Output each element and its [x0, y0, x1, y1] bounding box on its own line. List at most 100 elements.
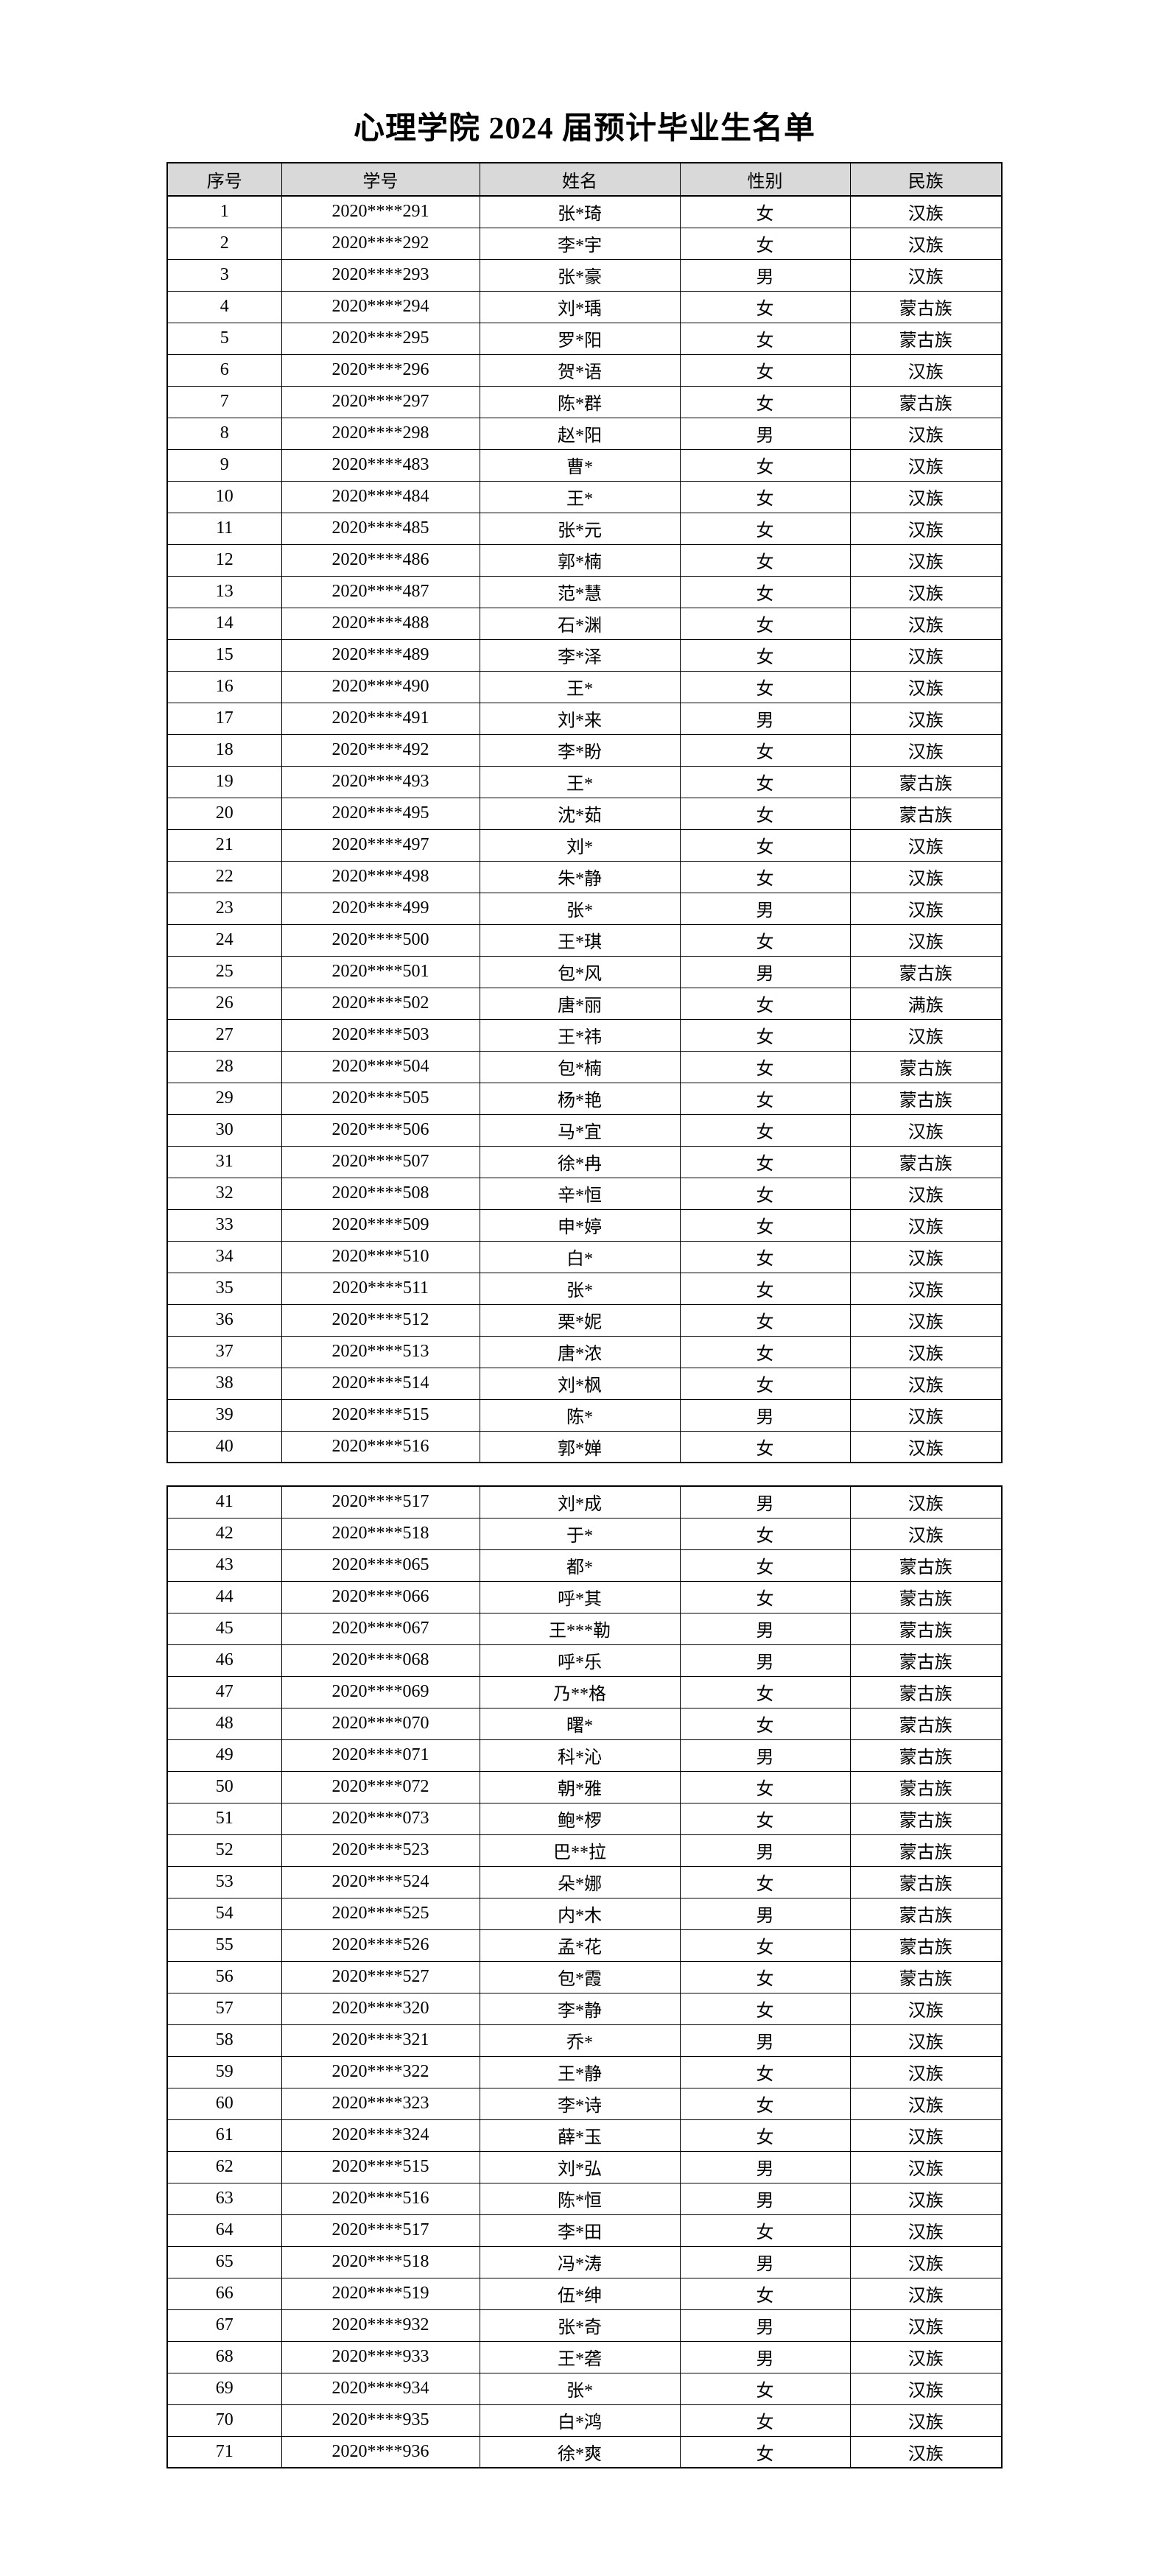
- serial-cell: 71: [166, 2435, 282, 2468]
- name-cell: 刘*成: [479, 1485, 681, 1518]
- gender-cell: 女: [679, 1580, 851, 1613]
- table-row: 65 2020****518 冯*涛男汉族: [166, 2245, 1003, 2278]
- gender-cell: 男: [679, 1739, 851, 1772]
- table-row: 32 2020****508 辛*恒女汉族: [166, 1177, 1003, 1210]
- ethnicity-cell: 汉族: [849, 702, 1003, 735]
- gender-cell: 女: [679, 987, 851, 1020]
- gender-cell: 女: [679, 1675, 851, 1708]
- table-row: 34 2020****510 白* 女汉族: [166, 1240, 1003, 1273]
- student-id-cell: 2020****069: [281, 1675, 480, 1708]
- name-cell: 包*楠: [479, 1050, 681, 1083]
- column-header-serial: 序号: [166, 162, 282, 197]
- student-id-cell: 2020****500: [281, 923, 480, 957]
- table-row: 33 2020****509 申*婷女汉族: [166, 1208, 1003, 1242]
- student-id-cell: 2020****487: [281, 575, 480, 608]
- table-row: 57 2020****320 李*静女汉族: [166, 1992, 1003, 2025]
- table-row: 5 2020****295 罗*阳女蒙古族: [166, 322, 1003, 355]
- serial-cell: 49: [166, 1739, 282, 1772]
- student-id-cell: 2020****295: [281, 322, 480, 355]
- student-id-cell: 2020****936: [281, 2435, 480, 2468]
- ethnicity-cell: 蒙古族: [849, 1929, 1003, 1962]
- serial-cell: 33: [166, 1208, 282, 1242]
- gender-cell: 女: [679, 2372, 851, 2405]
- serial-cell: 39: [166, 1398, 282, 1432]
- graduates-table-page-2: 41 2020****517 刘*成男汉族 42 2020****518 于* 女汉族 43 2…: [166, 1485, 1003, 2468]
- name-cell: 王*: [479, 670, 681, 703]
- student-id-cell: 2020****506: [281, 1113, 480, 1147]
- student-id-cell: 2020****483: [281, 448, 480, 482]
- name-cell: 乔*: [479, 2024, 681, 2057]
- serial-cell: 19: [166, 765, 282, 798]
- ethnicity-cell: 汉族: [849, 892, 1003, 925]
- serial-cell: 65: [166, 2245, 282, 2278]
- student-id-cell: 2020****072: [281, 1770, 480, 1803]
- table-row: 71 2020****936 徐*爽女汉族: [166, 2435, 1003, 2468]
- gender-cell: 女: [679, 1240, 851, 1273]
- gender-cell: 女: [679, 1929, 851, 1962]
- gender-cell: 男: [679, 417, 851, 450]
- table-row: 62 2020****515 刘*弘男汉族: [166, 2150, 1003, 2183]
- serial-cell: 67: [166, 2309, 282, 2342]
- table-row: 25 2020****501 包*风男蒙古族: [166, 955, 1003, 988]
- table-row: 31 2020****507 徐*冉女蒙古族: [166, 1145, 1003, 1178]
- name-cell: 巴**拉: [479, 1834, 681, 1867]
- serial-cell: 8: [166, 417, 282, 450]
- ethnicity-cell: 汉族: [849, 195, 1003, 228]
- name-cell: 于*: [479, 1517, 681, 1550]
- header-row: 序号 学号 姓名 性别 民族: [166, 162, 1003, 197]
- table-row: 38 2020****514 刘*枫女汉族: [166, 1367, 1003, 1400]
- student-id-cell: 2020****504: [281, 1050, 480, 1083]
- gender-cell: 男: [679, 2024, 851, 2057]
- column-header-student-id: 学号: [281, 162, 480, 197]
- ethnicity-cell: 汉族: [849, 543, 1003, 577]
- gender-cell: 女: [679, 1082, 851, 1115]
- gender-cell: 女: [679, 1050, 851, 1083]
- student-id-cell: 2020****294: [281, 290, 480, 323]
- table-row: 12 2020****486 郭*楠女汉族: [166, 543, 1003, 577]
- name-cell: 白*鸿: [479, 2404, 681, 2437]
- ethnicity-cell: 蒙古族: [849, 765, 1003, 798]
- student-id-cell: 2020****509: [281, 1208, 480, 1242]
- serial-cell: 45: [166, 1612, 282, 1645]
- gender-cell: 女: [679, 448, 851, 482]
- name-cell: 徐*冉: [479, 1145, 681, 1178]
- student-id-cell: 2020****503: [281, 1018, 480, 1052]
- student-id-cell: 2020****508: [281, 1177, 480, 1210]
- student-id-cell: 2020****512: [281, 1303, 480, 1337]
- table-row: 16 2020****490 王* 女汉族: [166, 670, 1003, 703]
- name-cell: 包*风: [479, 955, 681, 988]
- name-cell: 辛*恒: [479, 1177, 681, 1210]
- student-id-cell: 2020****499: [281, 892, 480, 925]
- name-cell: 马*宜: [479, 1113, 681, 1147]
- ethnicity-cell: 汉族: [849, 1517, 1003, 1550]
- serial-cell: 68: [166, 2340, 282, 2373]
- serial-cell: 53: [166, 1865, 282, 1898]
- gender-cell: 女: [679, 290, 851, 323]
- gender-cell: 女: [679, 828, 851, 862]
- column-header-gender: 性别: [679, 162, 851, 197]
- ethnicity-cell: 汉族: [849, 2404, 1003, 2437]
- serial-cell: 6: [166, 353, 282, 387]
- gender-cell: 女: [679, 1960, 851, 1993]
- name-cell: 唐*浓: [479, 1335, 681, 1368]
- table-row: 40 2020****516 郭*婵女汉族: [166, 1430, 1003, 1463]
- ethnicity-cell: 汉族: [849, 1430, 1003, 1463]
- student-id-cell: 2020****490: [281, 670, 480, 703]
- table-row: 28 2020****504 包*楠女蒙古族: [166, 1050, 1003, 1083]
- gender-cell: 男: [679, 2150, 851, 2183]
- student-id-cell: 2020****518: [281, 1517, 480, 1550]
- serial-cell: 10: [166, 480, 282, 513]
- ethnicity-cell: 汉族: [849, 2024, 1003, 2057]
- serial-cell: 1: [166, 195, 282, 228]
- serial-cell: 48: [166, 1707, 282, 1740]
- name-cell: 李*静: [479, 1992, 681, 2025]
- gender-cell: 女: [679, 2214, 851, 2247]
- serial-cell: 61: [166, 2119, 282, 2152]
- name-cell: 刘*弘: [479, 2150, 681, 2183]
- table-row: 36 2020****512 栗*妮女汉族: [166, 1303, 1003, 1337]
- gender-cell: 女: [679, 195, 851, 228]
- name-cell: 石*渊: [479, 607, 681, 640]
- serial-cell: 20: [166, 797, 282, 830]
- name-cell: 郭*楠: [479, 543, 681, 577]
- name-cell: 张*: [479, 2372, 681, 2405]
